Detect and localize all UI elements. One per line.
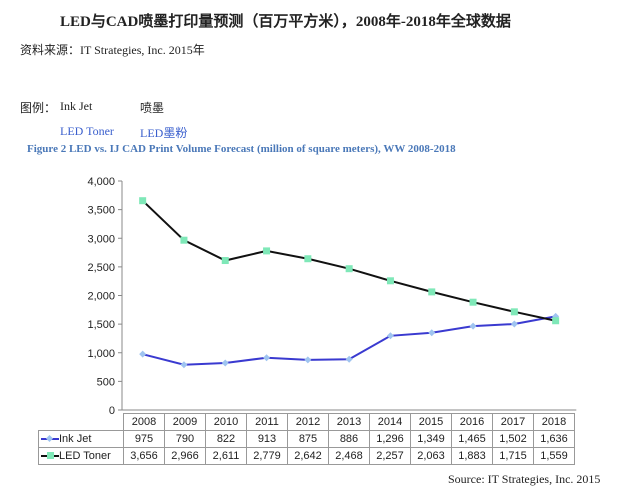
legend-marker — [41, 452, 59, 460]
category-label: 2015 — [410, 413, 452, 431]
table-row: LED Toner 3,656 2,966 2,611 2,779 2,642 2,468 2… — [38, 447, 575, 465]
y-tick-label: 1,500 — [87, 319, 115, 331]
data-label: 2,611 — [205, 447, 247, 465]
y-tick-label: 500 — [97, 376, 115, 388]
category-label: 2010 — [205, 413, 247, 431]
data-label: 1,883 — [451, 447, 493, 465]
data-label: 822 — [205, 430, 247, 448]
category-label: 2016 — [451, 413, 493, 431]
category-label: 2017 — [492, 413, 534, 431]
data-label: 2,642 — [287, 447, 329, 465]
data-label: 2,468 — [328, 447, 370, 465]
legend-entry: Ink Jet — [38, 430, 124, 448]
data-point — [428, 288, 436, 296]
data-point — [221, 359, 229, 367]
data-label: 1,296 — [369, 430, 411, 448]
data-label: 913 — [246, 430, 288, 448]
chart-source: Source: IT Strategies, Inc. 2015 — [448, 472, 601, 486]
page-title: LED与CAD喷墨打印量预测（百万平方米），2008年-2018年全球数据 — [60, 14, 511, 30]
legend-note-led-cn: LED墨粉 — [140, 126, 188, 140]
y-tick-label: 3,000 — [87, 233, 115, 245]
data-label: 875 — [287, 430, 329, 448]
data-point — [386, 332, 394, 340]
data-point — [221, 257, 229, 265]
data-point — [139, 350, 147, 358]
data-label: 2,966 — [164, 447, 206, 465]
data-point — [552, 317, 560, 325]
data-label: 2,063 — [410, 447, 452, 465]
data-label: 2,257 — [369, 447, 411, 465]
series-line-1 — [141, 199, 556, 322]
category-label: 2009 — [164, 413, 206, 431]
data-label: 790 — [164, 430, 206, 448]
legend-note-led: LED Toner — [60, 124, 114, 138]
legend-note-inkjet: Ink Jet — [60, 99, 93, 113]
category-label: 2014 — [369, 413, 411, 431]
data-label: 886 — [328, 430, 370, 448]
legend-marker — [41, 435, 59, 443]
data-label: 1,349 — [410, 430, 452, 448]
y-tick-label: 2,000 — [87, 291, 115, 303]
data-point — [428, 329, 436, 337]
data-table: 2008 2009 2010 2011 2012 2013 2014 2015 2016 2017… — [38, 413, 575, 465]
category-label: 2008 — [123, 413, 165, 431]
data-label: 1,715 — [492, 447, 534, 465]
data-point — [345, 265, 353, 273]
data-label: 1,502 — [492, 430, 534, 448]
data-point — [510, 308, 518, 316]
y-tick-label: 3,500 — [87, 205, 115, 217]
y-tick-label: 1,000 — [87, 348, 115, 360]
data-point — [139, 197, 147, 205]
data-point — [263, 354, 271, 362]
series-name: LED Toner — [59, 450, 111, 462]
data-label: 1,465 — [451, 430, 493, 448]
legend-note-label: 图例： — [20, 101, 57, 115]
data-point — [263, 247, 271, 255]
category-label: 2018 — [533, 413, 575, 431]
data-point — [469, 298, 477, 306]
category-label: 2013 — [328, 413, 370, 431]
legend-note-inkjet-cn: 喷墨 — [140, 101, 165, 115]
category-label: 2011 — [246, 413, 288, 431]
legend-entry: LED Toner — [38, 447, 124, 465]
table-row: Ink Jet 975 790 822 913 875 886 1,296 1,349 1,465… — [38, 430, 575, 448]
data-label: 975 — [123, 430, 165, 448]
y-tick-label: 0 — [109, 405, 115, 417]
y-tick-label: 2,500 — [87, 262, 115, 274]
data-label: 2,779 — [246, 447, 288, 465]
data-point — [386, 277, 394, 285]
data-point — [304, 356, 312, 364]
data-point — [469, 322, 477, 330]
series-name: Ink Jet — [59, 433, 92, 445]
data-point — [345, 355, 353, 363]
y-tick-label: 4,000 — [87, 176, 115, 188]
data-label: 3,656 — [123, 447, 165, 465]
category-label: 2012 — [287, 413, 329, 431]
source-note: 资料来源：IT Strategies, Inc. 2015年 — [20, 43, 205, 57]
data-point — [180, 236, 188, 244]
data-point — [510, 320, 518, 328]
data-label: 1,636 — [533, 430, 575, 448]
data-label: 1,559 — [533, 447, 575, 465]
data-point — [180, 361, 188, 369]
chart-title: Figure 2 LED vs. IJ CAD Print Volume For… — [27, 143, 456, 155]
data-point — [304, 255, 312, 263]
